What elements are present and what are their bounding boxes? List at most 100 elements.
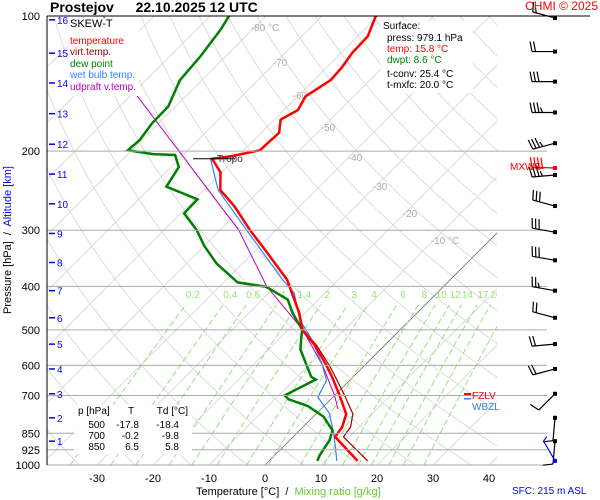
table-header-t: T — [127, 406, 135, 417]
wind-barb-station-dot — [553, 172, 557, 177]
legend-title: SKEW-T — [70, 18, 113, 30]
wind-barb-feather — [532, 166, 537, 177]
wind-barb-feather — [528, 336, 533, 347]
x-axis-title: Temperature [°C] / Mixing ratio [g/kg] — [196, 486, 381, 498]
wind-barb-station-dot — [553, 15, 557, 20]
wind-barb-feather — [531, 138, 537, 149]
wind-barb-shaft — [552, 417, 556, 441]
isotherm-line — [376, 344, 497, 465]
wind-barb-station-dot — [553, 458, 557, 463]
mixing-ratio-label: 3 — [351, 290, 357, 301]
table-header-td: Td [°C] — [156, 406, 188, 417]
mixing-ratio-line — [216, 304, 322, 465]
sounding-datetime: 22.10.2025 12 UTC — [135, 0, 258, 15]
wind-barb-feather — [536, 157, 540, 168]
isotherm-label: -30 — [373, 182, 388, 193]
dry-adiabat-line — [314, 16, 497, 215]
wind-barb-feather — [532, 71, 537, 82]
wind-barb-feather — [535, 166, 540, 177]
isotherm-line — [47, 16, 379, 348]
temperature-tick-label: -10 — [201, 473, 217, 485]
legend-updraft-vtemp: udpraft v.temp. — [70, 81, 136, 93]
legend-wet-bulb: wet bulb temp. — [70, 70, 136, 81]
isotherm-label: -50 — [321, 123, 336, 134]
pressure-tick-label: 850 — [22, 428, 40, 440]
dew-point-line — [125, 16, 334, 462]
mixing-ratio-label: 2 — [324, 290, 330, 301]
pressure-tick-label: 100 — [22, 11, 40, 23]
wind-barb-station-dot — [553, 315, 557, 320]
wind-barb-feather — [536, 71, 540, 82]
temperature-tick-label: 10 — [315, 473, 327, 485]
dry-adiabat-line — [198, 16, 497, 345]
dry-adiabat-line — [488, 16, 497, 26]
pressure-tick-label: 300 — [22, 225, 40, 237]
table-cell: 6.5 — [125, 442, 139, 453]
wind-barb-feather — [532, 189, 535, 201]
surface-dwpt: dwpt: 8.6 °C — [387, 55, 442, 66]
altitude-tick-label: 7 — [57, 287, 63, 298]
mixing-ratio-label: 8 — [422, 290, 428, 301]
wind-barb-station-dot — [553, 204, 557, 209]
wind-barb-feather — [531, 364, 537, 375]
wind-barb-feather — [535, 302, 538, 313]
altitude-tick-label: 12 — [57, 140, 69, 151]
wind-barb-feather — [529, 71, 533, 82]
mixing-ratio-label: 0.2 — [186, 290, 200, 301]
wind-barb-feather — [539, 107, 544, 113]
mixing-ratio-line — [246, 304, 349, 465]
dry-adiabat-line — [140, 16, 497, 412]
mixing-ratio-label: 0.4 — [223, 290, 237, 301]
wind-barb-feather — [532, 102, 537, 113]
mixing-ratio-line — [423, 325, 497, 465]
wind-barb-shaft — [542, 440, 556, 462]
wind-barb-station-dot — [553, 258, 557, 263]
table-cell: -18.4 — [156, 420, 179, 431]
surface-press: press: 979.1 hPa — [387, 33, 463, 44]
wind-barb-shaft — [532, 174, 556, 178]
legend-virt-temp: virt.temp. — [70, 47, 112, 58]
altitude-tick-label: 11 — [57, 170, 68, 181]
surface-title: Surface: — [383, 21, 421, 32]
altitude-tick-label: 2 — [57, 414, 63, 425]
wind-barb-feather — [533, 157, 537, 168]
wind-barb-feather — [527, 139, 534, 150]
isotherm-line — [47, 16, 267, 236]
mixing-ratio-label: 1.4 — [297, 290, 311, 301]
mixing-ratio-label: 20 — [491, 290, 503, 301]
altitude-tick-label: 5 — [57, 340, 63, 351]
isotherm-line — [320, 288, 497, 465]
surface-tmxfc: t-mxfc: 20.0 °C — [387, 80, 454, 91]
isotherm-label: -10 °C — [431, 236, 459, 247]
x-axis-label: Temperature [°C] — [196, 486, 280, 498]
mixing-ratio-label: 10 — [436, 290, 448, 301]
altitude-tick-label: 15 — [57, 49, 69, 60]
mixing-ratio-label: 14 — [462, 290, 474, 301]
mixing-ratio-label: 17 — [477, 290, 489, 301]
y-axis-label-altitude: Altitude [km] — [2, 166, 14, 227]
pressure-tick-label: 925 — [22, 445, 40, 457]
wind-barb-shaft — [532, 343, 556, 347]
wind-barb-shaft — [532, 286, 556, 292]
y-axis-separator: / — [2, 232, 14, 236]
table-header-p: p [hPa] — [78, 406, 110, 417]
wind-barb-feather — [528, 167, 533, 178]
altitude-tick-label: 16 — [57, 16, 69, 27]
altitude-tick-label: 6 — [57, 314, 63, 325]
tropopause-label: Tropo — [217, 154, 243, 165]
isotherm-label: -80 °C — [251, 23, 279, 34]
surface-elevation-label: SFC: 215 m ASL — [512, 486, 587, 497]
x-axis-separator: / — [285, 486, 289, 498]
wind-barb-shaft — [532, 311, 556, 319]
mixing-ratio-line — [267, 304, 369, 465]
y-axis-title: Pressure [hPa] / Altitude [km] — [2, 140, 14, 340]
altitude-tick-label: 3 — [57, 390, 63, 401]
dry-adiabat-line — [227, 16, 497, 312]
mixing-ratio-label: 0.6 — [246, 290, 260, 301]
altitude-tick-label: 8 — [57, 259, 63, 270]
isotherm-line — [488, 456, 497, 465]
wind-barb-feather — [527, 365, 534, 376]
wind-barb-feather — [532, 41, 537, 52]
wind-barb-feather — [540, 157, 544, 168]
wind-barb-feather — [529, 157, 533, 168]
